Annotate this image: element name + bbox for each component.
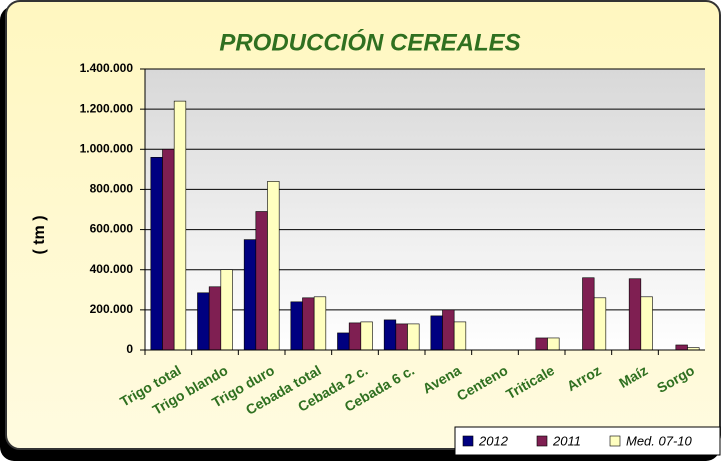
bar xyxy=(150,157,163,351)
bar xyxy=(535,337,548,351)
bar xyxy=(208,286,222,351)
bar xyxy=(197,292,210,351)
bar xyxy=(547,337,560,351)
bar xyxy=(173,100,187,351)
y-tick-label: 0 xyxy=(126,342,133,356)
plot-area xyxy=(145,69,705,350)
bar xyxy=(290,301,303,351)
legend-label: 2011 xyxy=(552,433,581,448)
legend-swatch xyxy=(536,435,548,447)
bar xyxy=(628,278,642,351)
bar xyxy=(430,315,443,351)
bar xyxy=(302,297,315,351)
bar xyxy=(220,269,233,351)
y-tick-label: 1.000.000 xyxy=(80,141,134,155)
y-tick-label: 800.000 xyxy=(90,182,134,196)
legend-box xyxy=(454,426,721,456)
bar xyxy=(313,296,327,351)
bar xyxy=(395,323,408,351)
bar xyxy=(267,181,280,351)
y-tick-label: 1.200.000 xyxy=(80,101,134,115)
y-tick-label: 600.000 xyxy=(90,222,134,236)
bar xyxy=(360,321,373,351)
y-tick-label: 1.400.000 xyxy=(80,61,134,75)
legend-swatch xyxy=(609,435,621,447)
bar xyxy=(162,148,175,351)
y-tick-label: 200.000 xyxy=(90,302,134,316)
bar xyxy=(675,344,688,351)
bar xyxy=(243,239,257,351)
y-tick-label: 400.000 xyxy=(90,262,134,276)
bar xyxy=(337,332,350,351)
legend-swatch xyxy=(462,435,474,447)
bar xyxy=(640,296,653,351)
legend-label: Med. 07-10 xyxy=(626,433,693,448)
bar xyxy=(453,321,467,351)
legend-label: 2012 xyxy=(478,433,509,448)
bar xyxy=(407,323,420,351)
bar xyxy=(348,322,362,351)
bar xyxy=(442,309,455,351)
bar xyxy=(383,319,397,351)
bar xyxy=(255,211,268,351)
bar xyxy=(582,277,595,351)
chart-title: PRODUCCIÓN CEREALES xyxy=(219,28,520,56)
bar xyxy=(593,297,607,351)
y-axis-label: ( tm ) xyxy=(31,215,48,254)
